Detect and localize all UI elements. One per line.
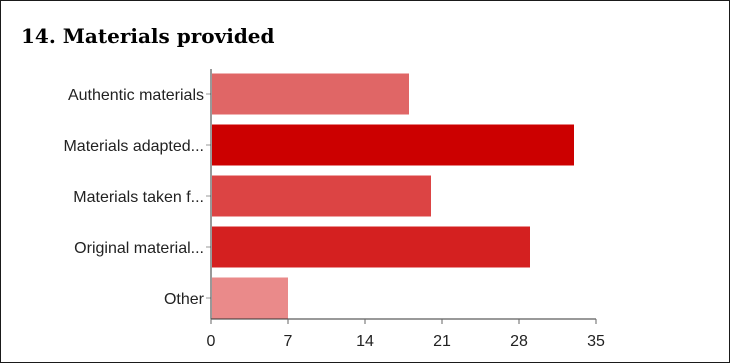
category-label-1: Authentic materials (68, 87, 204, 104)
x-tick-label-21: 21 (433, 333, 451, 350)
bar-1 (212, 73, 409, 115)
bar-4 (212, 226, 530, 268)
bar-5 (212, 277, 288, 319)
bar-3 (212, 175, 431, 217)
chart-title: 14. Materials provided (21, 24, 275, 48)
category-label-5: Other (164, 291, 205, 308)
x-tick-label-7: 7 (284, 333, 293, 350)
x-tick-label-35: 35 (587, 333, 605, 350)
x-tick-label-14: 14 (356, 333, 374, 350)
bar-2 (212, 124, 574, 166)
category-label-3: Materials taken f... (73, 189, 204, 206)
category-label-4: Original material... (74, 240, 204, 257)
category-label-2: Materials adapted... (63, 138, 204, 155)
x-tick-label-0: 0 (207, 333, 216, 350)
x-tick-label-28: 28 (510, 333, 528, 350)
